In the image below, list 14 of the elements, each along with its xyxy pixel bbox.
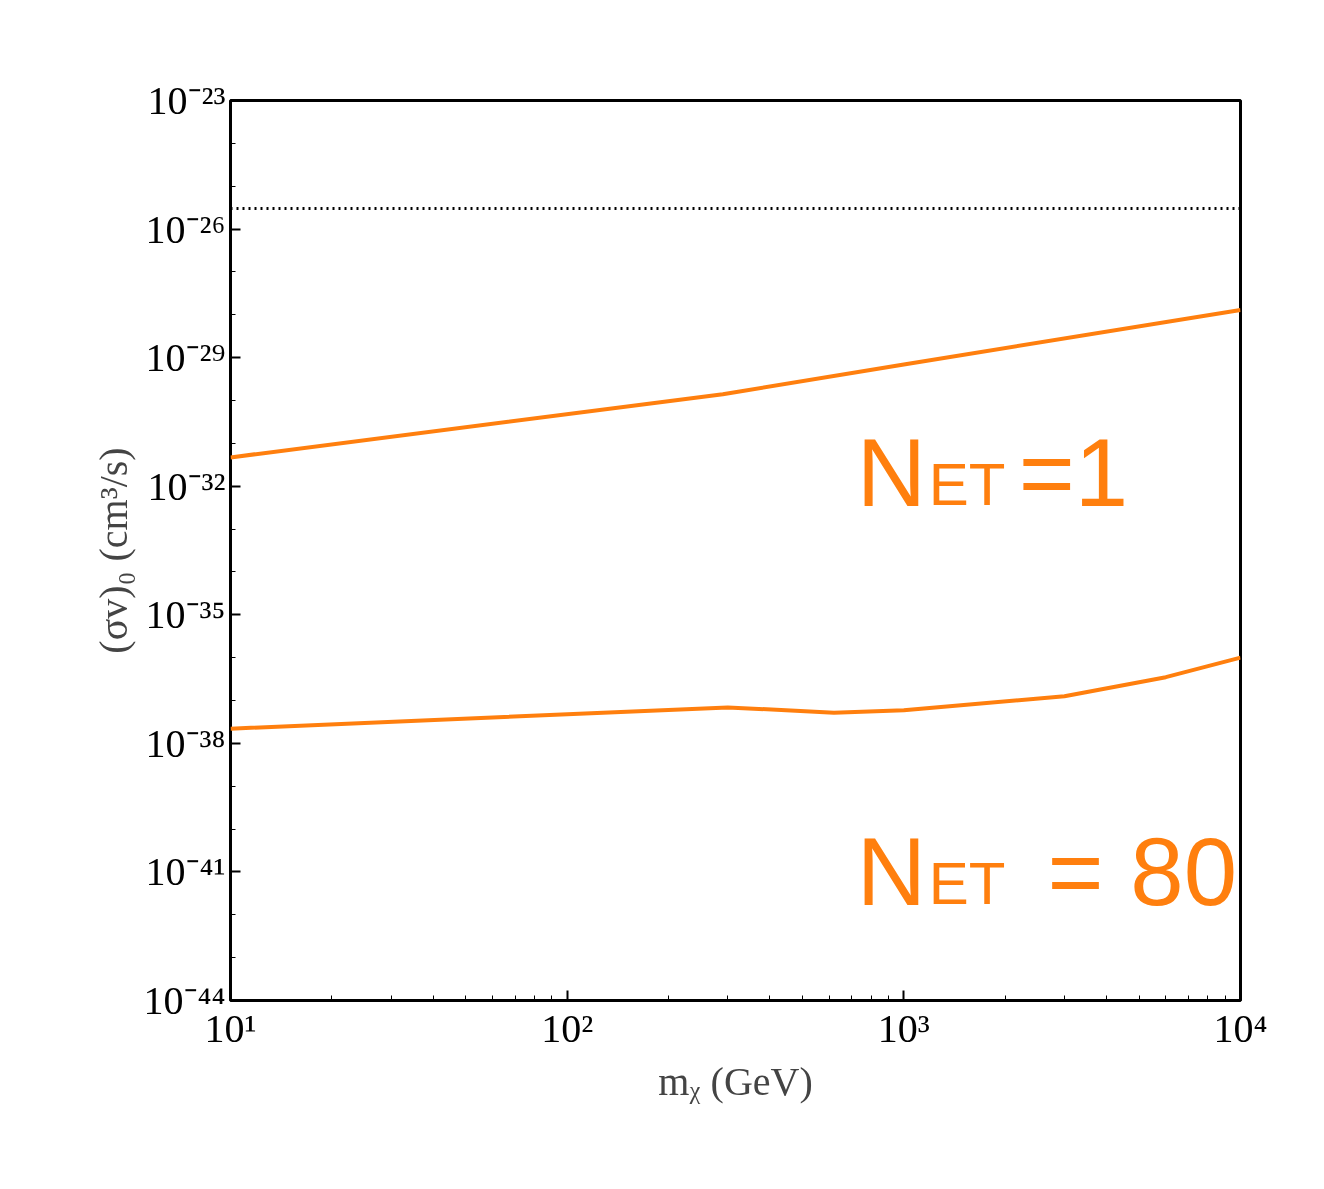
- y-tick-label: 10⁻³⁸: [145, 720, 226, 766]
- x-tick-label: 10³: [877, 1005, 930, 1051]
- y-tick-label: 10⁻²⁹: [145, 335, 226, 381]
- y-tick-label: 10⁻³²: [147, 463, 226, 509]
- y-tick-label: 10⁻⁴¹: [145, 849, 226, 895]
- series-label: NET = 80: [856, 818, 1238, 926]
- x-axis-title: mᵪ (GeV): [658, 1058, 813, 1104]
- y-tick-label: 10⁻³⁵: [145, 592, 226, 638]
- x-tick-label: 10⁴: [1213, 1005, 1268, 1051]
- y-axis-title: (σv)₀ (cm³/s): [90, 447, 136, 654]
- series-label: NET=1: [856, 419, 1129, 527]
- y-tick-label: 10⁻²³: [147, 78, 226, 123]
- y-tick-label: 10⁻²⁶: [145, 206, 226, 252]
- x-tick-label: 10²: [541, 1005, 594, 1051]
